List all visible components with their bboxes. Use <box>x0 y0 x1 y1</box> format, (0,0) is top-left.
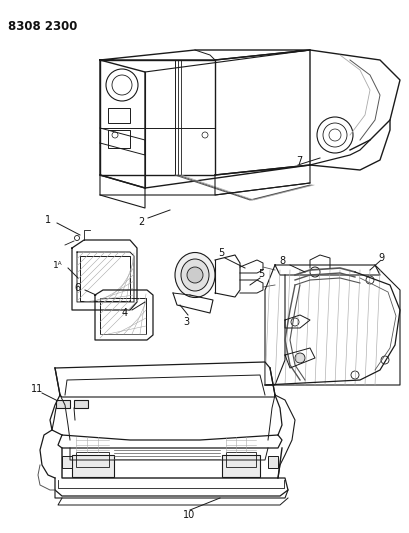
Ellipse shape <box>175 253 214 297</box>
Bar <box>225 452 255 467</box>
Circle shape <box>294 353 304 363</box>
Text: 8: 8 <box>278 256 284 266</box>
Text: 2: 2 <box>138 217 144 227</box>
Bar <box>267 456 277 468</box>
Text: 8308 2300: 8308 2300 <box>8 20 77 33</box>
Text: 6: 6 <box>74 283 80 293</box>
Bar <box>56 400 70 408</box>
Bar <box>62 456 72 468</box>
Text: 4: 4 <box>122 308 128 318</box>
Text: 9: 9 <box>377 253 383 263</box>
Bar <box>76 452 109 467</box>
Bar <box>80 256 130 301</box>
Bar <box>221 455 259 477</box>
Bar <box>108 108 130 123</box>
Ellipse shape <box>180 259 209 291</box>
Bar <box>108 130 130 148</box>
Text: 10: 10 <box>182 510 195 520</box>
Text: 5: 5 <box>218 248 224 258</box>
Text: 3: 3 <box>182 317 189 327</box>
Text: 11: 11 <box>31 384 43 394</box>
Bar <box>74 400 88 408</box>
Circle shape <box>187 267 202 283</box>
Text: 5: 5 <box>257 269 264 279</box>
Text: 1ᴬ: 1ᴬ <box>53 261 63 270</box>
Text: 7: 7 <box>295 156 301 166</box>
Bar <box>72 455 114 477</box>
Bar <box>100 298 146 334</box>
Text: 1: 1 <box>45 215 51 225</box>
